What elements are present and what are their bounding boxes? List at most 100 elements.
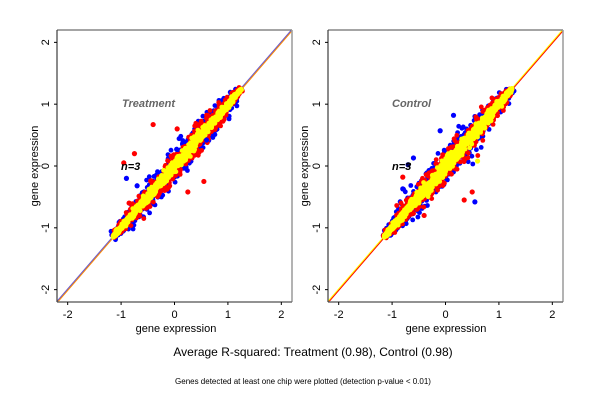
data-point (426, 189, 432, 195)
data-point (408, 183, 414, 188)
data-point (492, 102, 498, 108)
outlier-point (201, 178, 207, 185)
data-point (136, 203, 142, 208)
treatment-y-axis-label: gene expression (29, 126, 41, 207)
data-point (203, 125, 209, 131)
data-point (181, 155, 187, 160)
data-point (154, 185, 160, 191)
data-point (186, 146, 192, 152)
outlier-point (450, 112, 457, 118)
data-point (450, 144, 456, 150)
y-tick-label: 1 (40, 101, 52, 107)
data-point (213, 125, 219, 130)
data-point (437, 179, 443, 184)
y-tick-label: 1 (311, 101, 323, 107)
data-point (169, 161, 175, 166)
data-point (444, 160, 449, 166)
x-tick-label: -2 (334, 309, 344, 321)
outlier-point (203, 137, 210, 143)
data-point (475, 153, 481, 158)
data-point (199, 135, 204, 141)
x-tick-label: 2 (278, 309, 284, 321)
treatment-title: Treatment (122, 98, 176, 110)
series-inner (381, 86, 515, 240)
data-point (480, 138, 486, 143)
data-point (501, 108, 506, 113)
data-point (120, 224, 126, 229)
outliers (121, 121, 210, 206)
data-point (180, 138, 186, 143)
data-point (470, 136, 476, 142)
control-y-axis-label: gene expression (299, 126, 311, 207)
data-point (207, 108, 213, 113)
y-tick-label: -1 (311, 223, 323, 233)
data-point (500, 96, 506, 102)
data-point (218, 109, 223, 115)
data-point (509, 86, 515, 92)
data-point (470, 161, 476, 167)
data-point (130, 226, 136, 232)
y-tick-label: -2 (311, 285, 323, 295)
data-point (165, 173, 170, 178)
data-point (474, 147, 479, 153)
outlier-point (126, 200, 132, 206)
control-n-annotation: n=3 (392, 161, 411, 173)
data-point (141, 216, 147, 222)
data-point (421, 204, 427, 210)
data-point (178, 167, 183, 173)
data-point (195, 122, 200, 128)
data-point (208, 122, 214, 127)
data-point (499, 104, 505, 109)
data-point (421, 180, 426, 185)
data-point (147, 210, 153, 216)
data-point (176, 136, 182, 142)
data-point (384, 230, 389, 236)
data-point (461, 138, 467, 144)
data-point (183, 151, 189, 156)
data-point (477, 126, 483, 131)
data-point (408, 198, 413, 204)
data-point (204, 112, 209, 118)
outlier-point (185, 189, 191, 195)
treatment-n-annotation: n=3 (121, 161, 140, 173)
data-point (461, 157, 467, 162)
x-tick-label: 0 (171, 309, 177, 321)
outlier-point (400, 186, 406, 192)
data-point (485, 117, 491, 123)
footnote: Genes detected at least one chip were pl… (175, 377, 431, 386)
data-point (433, 157, 439, 163)
data-point (465, 150, 471, 156)
outlier-point (131, 151, 138, 157)
outlier-point (461, 197, 467, 203)
y-tick-label: 2 (311, 39, 323, 45)
data-point (456, 153, 461, 158)
outlier-point (123, 175, 130, 181)
series-inner (110, 86, 245, 240)
data-point (394, 217, 399, 223)
data-point (183, 145, 188, 151)
y-tick-label: -1 (40, 223, 52, 233)
outlier-point (410, 155, 417, 161)
outlier-point (469, 189, 475, 195)
data-point (438, 172, 444, 178)
data-point (458, 142, 464, 148)
data-point (172, 166, 177, 172)
y-tick-label: 0 (40, 163, 52, 169)
outliers (400, 112, 481, 219)
data-point (144, 177, 150, 183)
data-point (478, 104, 484, 110)
data-point (212, 103, 218, 108)
data-point (497, 100, 502, 106)
data-point (167, 183, 173, 189)
outlier-point (400, 174, 406, 180)
data-point (477, 112, 482, 118)
data-point (191, 134, 197, 140)
data-point (452, 157, 458, 163)
data-point (179, 162, 184, 168)
data-point (469, 141, 475, 147)
data-point (459, 125, 465, 131)
outlier-point (134, 183, 140, 189)
